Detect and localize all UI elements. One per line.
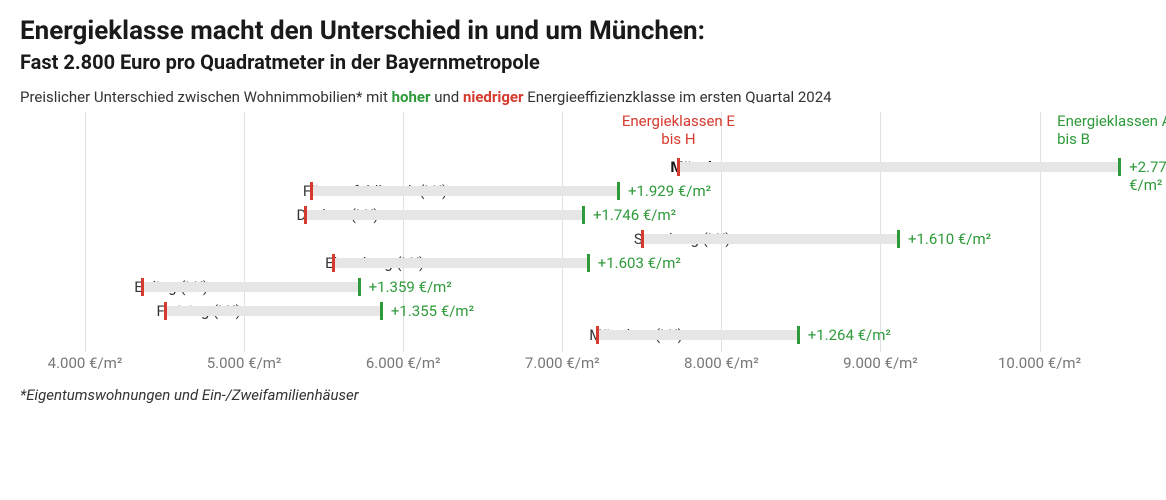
chart-row: Freising (LK)+1.355 €/m² bbox=[20, 300, 1140, 324]
row-tick-low bbox=[310, 182, 313, 200]
row-tick-low bbox=[304, 206, 307, 224]
chart-row: Ebersberg (LK)+1.603 €/m² bbox=[20, 252, 1140, 276]
annotation-high: Energieklassen Abis B bbox=[1057, 112, 1166, 148]
row-tick-low bbox=[677, 158, 680, 176]
chart-row: München (LK)+1.264 €/m² bbox=[20, 324, 1140, 348]
x-axis-tick-label: 6.000 €/m² bbox=[366, 354, 441, 372]
desc-post: Energieeffizienzklasse im ersten Quartal… bbox=[524, 88, 832, 106]
row-tick-high bbox=[582, 206, 585, 224]
row-tick-high bbox=[587, 254, 590, 272]
row-tick-high bbox=[897, 230, 900, 248]
row-tick-low bbox=[141, 278, 144, 296]
row-tick-low bbox=[641, 230, 644, 248]
x-axis-tick-label: 4.000 €/m² bbox=[48, 354, 123, 372]
chart-footnote: *Eigentumswohnungen und Ein-/Zweifamilie… bbox=[20, 386, 1146, 404]
row-diff-label: +1.610 €/m² bbox=[908, 230, 991, 248]
page-title: Energieklasse macht den Unterschied in u… bbox=[20, 16, 1146, 46]
row-diff-label: +1.746 €/m² bbox=[593, 206, 676, 224]
row-tick-high bbox=[797, 326, 800, 344]
x-axis-tick-label: 10.000 €/m² bbox=[998, 354, 1081, 372]
row-tick-low bbox=[164, 302, 167, 320]
row-bar bbox=[597, 330, 797, 340]
chart-plot-area: Energieklassen Ebis HEnergieklassen Abis… bbox=[20, 112, 1140, 352]
row-tick-low bbox=[332, 254, 335, 272]
chart-row: Erding (LK)+1.359 €/m² bbox=[20, 276, 1140, 300]
annotation-low: Energieklassen Ebis H bbox=[608, 112, 748, 148]
row-tick-high bbox=[380, 302, 383, 320]
chart-row: Dachau (LK)+1.746 €/m² bbox=[20, 204, 1140, 228]
desc-pre: Preislicher Unterschied zwischen Wohnimm… bbox=[20, 88, 392, 106]
row-bar bbox=[642, 234, 898, 244]
row-diff-label: +1.359 €/m² bbox=[369, 278, 452, 296]
row-tick-high bbox=[358, 278, 361, 296]
row-diff-label: +1.355 €/m² bbox=[391, 302, 474, 320]
desc-high: hoher bbox=[392, 88, 431, 106]
row-tick-high bbox=[1118, 158, 1121, 176]
row-bar bbox=[333, 258, 588, 268]
chart-row: Starnberg (LK)+1.610 €/m² bbox=[20, 228, 1140, 252]
row-bar bbox=[165, 306, 381, 316]
x-axis-tick-label: 5.000 €/m² bbox=[207, 354, 282, 372]
row-tick-high bbox=[617, 182, 620, 200]
row-diff-label: +1.264 €/m² bbox=[808, 326, 891, 344]
chart-container: Energieklassen Ebis HEnergieklassen Abis… bbox=[20, 112, 1140, 376]
row-tick-low bbox=[596, 326, 599, 344]
desc-mid: und bbox=[430, 88, 462, 106]
row-bar bbox=[142, 282, 358, 292]
chart-row: München+2.771€/m² bbox=[20, 156, 1140, 180]
x-axis-tick-label: 8.000 €/m² bbox=[684, 354, 759, 372]
row-bar bbox=[305, 210, 583, 220]
page-subtitle: Fast 2.800 Euro pro Quadratmeter in der … bbox=[20, 50, 1146, 74]
row-diff-label: +1.929 €/m² bbox=[628, 182, 711, 200]
x-axis-tick-label: 7.000 €/m² bbox=[525, 354, 600, 372]
row-bar bbox=[311, 186, 618, 196]
x-axis-tick-label: 9.000 €/m² bbox=[843, 354, 918, 372]
row-bar bbox=[678, 162, 1119, 172]
chart-row: Fürstenfeldbruck (LK)+1.929 €/m² bbox=[20, 180, 1140, 204]
chart-description: Preislicher Unterschied zwischen Wohnimm… bbox=[20, 88, 1146, 106]
desc-low: niedriger bbox=[463, 88, 524, 106]
chart-x-axis: 4.000 €/m² 5.000 €/m² 6.000 €/m² 7.000 €/m²… bbox=[20, 354, 1140, 376]
row-diff-label: +1.603 €/m² bbox=[598, 254, 681, 272]
